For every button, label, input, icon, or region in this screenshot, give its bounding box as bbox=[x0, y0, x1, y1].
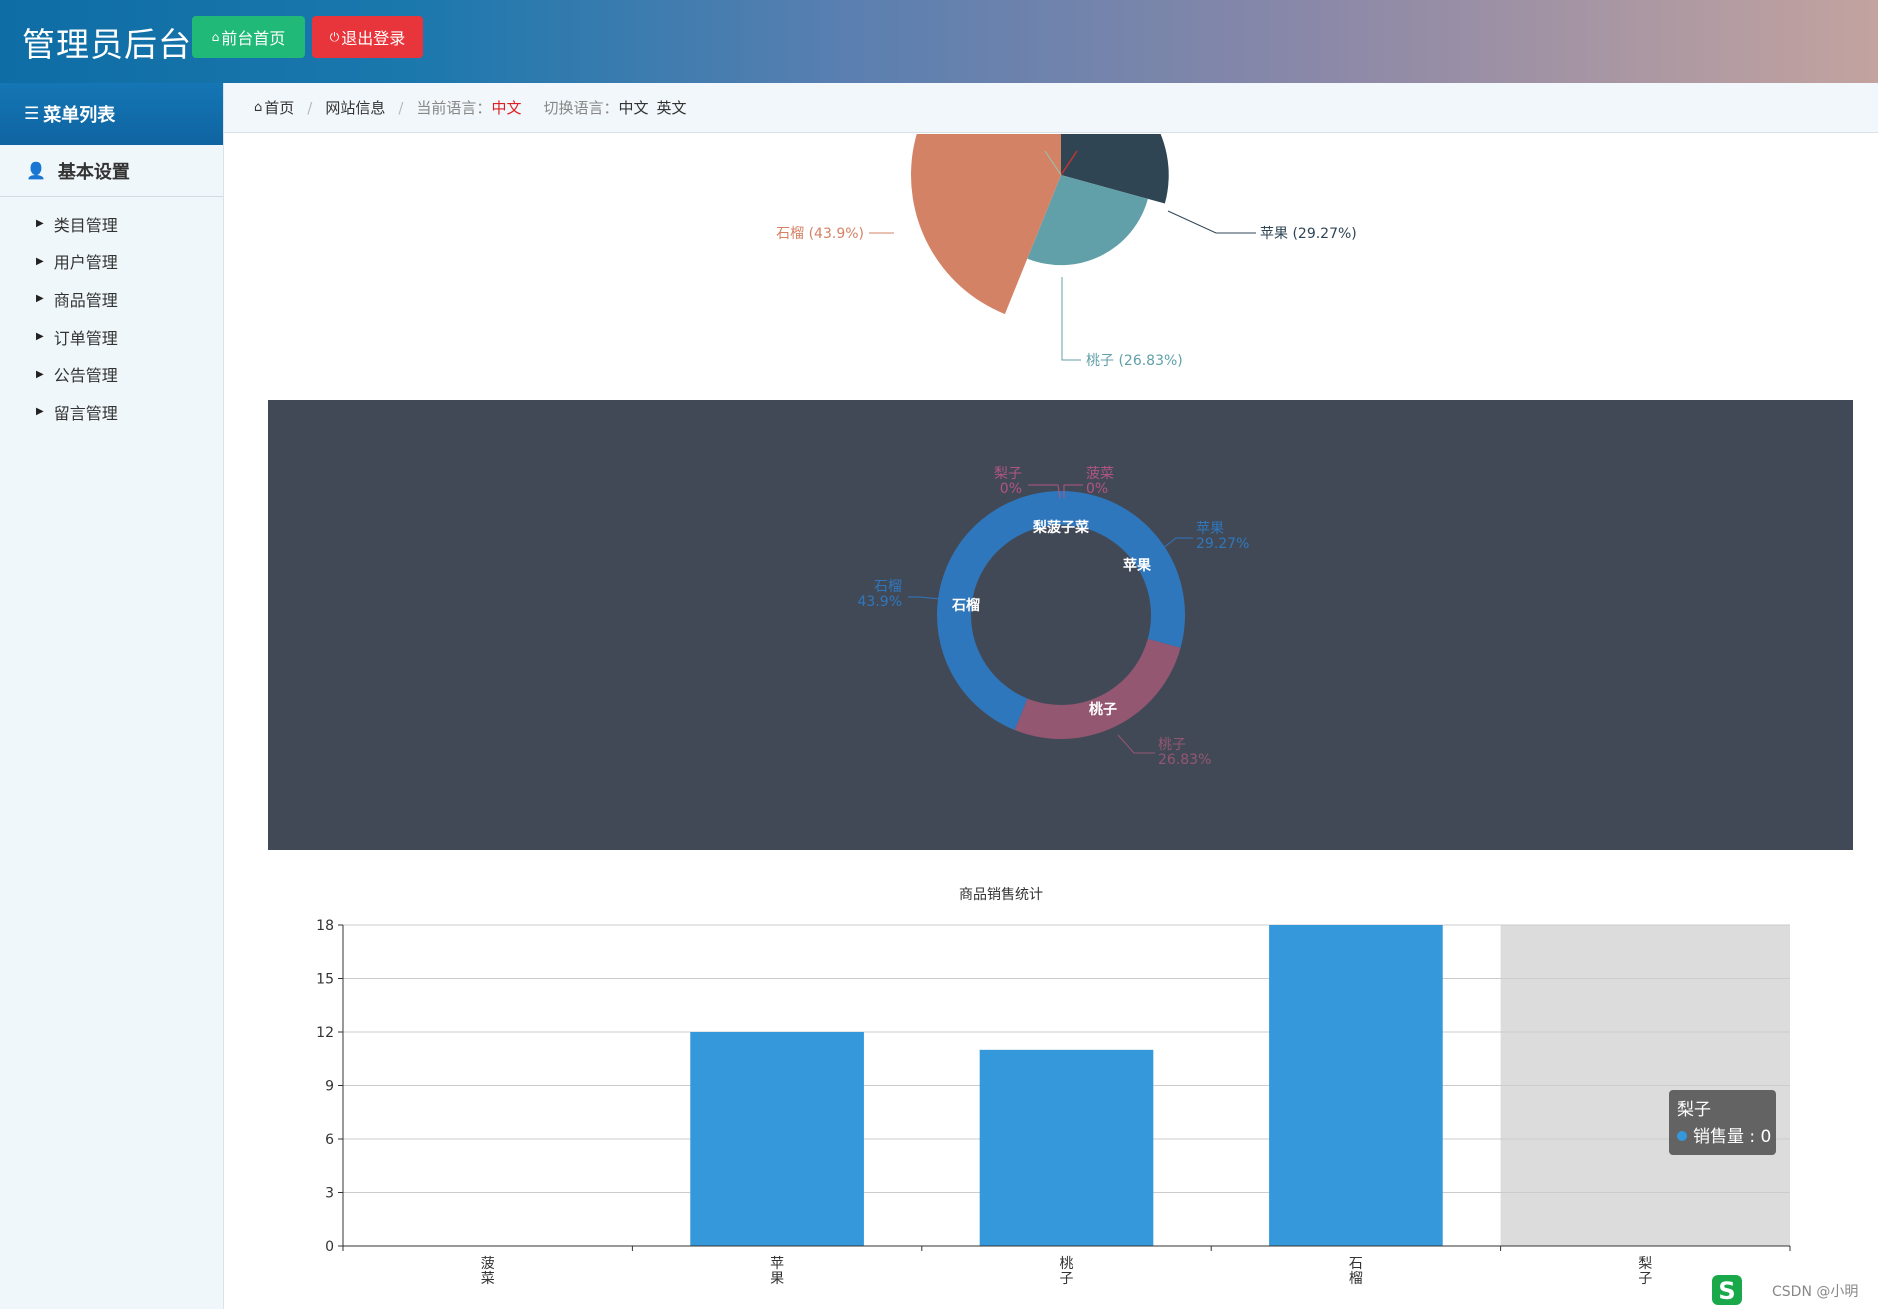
menu-list-header: ☰ 菜单列表 bbox=[0, 83, 223, 145]
leader-line bbox=[1028, 484, 1061, 499]
caret-right-icon: ▶ bbox=[36, 218, 44, 230]
pie-slice-石榴[interactable] bbox=[911, 134, 1061, 315]
breadcrumb-current: 网站信息 bbox=[325, 99, 386, 117]
donut-outer-label-苹果: 苹果 29.27% bbox=[1196, 521, 1249, 552]
pie-slice-苹果[interactable] bbox=[1061, 134, 1169, 204]
caret-right-icon: ▶ bbox=[36, 331, 44, 343]
y-tick-label: 18 bbox=[316, 918, 334, 934]
leader-line bbox=[908, 596, 941, 600]
pie-label-石榴: 石榴 (43.9%) bbox=[776, 226, 864, 242]
rose-pie-chart: 石榴 (43.9%) 苹果 (29.27%) 桃子 (26.83%) bbox=[776, 134, 1357, 369]
tooltip-value: 销售量 : 0 bbox=[1693, 1127, 1771, 1147]
sidebar-item-category[interactable]: ▶ 类目管理 bbox=[0, 205, 223, 243]
current-language-value: 中文 bbox=[491, 99, 522, 117]
power-icon: ⏻ bbox=[329, 29, 340, 44]
chart-title: 商品销售统计 bbox=[959, 887, 1043, 903]
breadcrumb-home[interactable]: 首页 bbox=[264, 99, 295, 117]
sidebar-item-orders[interactable]: ▶ 订单管理 bbox=[0, 318, 223, 356]
pie-slice-菠菜 bbox=[1044, 150, 1062, 176]
user-icon: 👤 bbox=[26, 161, 46, 180]
breadcrumb-separator: / bbox=[307, 98, 313, 117]
y-tick-label: 15 bbox=[316, 972, 334, 988]
x-tick-label: 梨子 bbox=[1638, 1256, 1652, 1287]
tooltip-series-dot bbox=[1677, 1131, 1687, 1141]
tooltip-title: 梨子 bbox=[1677, 1100, 1711, 1120]
y-tick-label: 6 bbox=[325, 1132, 334, 1148]
donut-inner-label: 梨菠子菜 bbox=[1032, 519, 1090, 536]
donut-chart-panel: 苹果桃子 石榴 梨菠子菜 梨子 0% 菠菜 0% 苹果 29.27% 桃子 26.83% 石榴 43.… bbox=[268, 400, 1853, 850]
donut-inner-label: 苹果 bbox=[1123, 557, 1152, 574]
menu-list-title: 菜单列表 bbox=[43, 105, 116, 126]
sidebar: ☰ 菜单列表 👤 基本设置 ▶ 类目管理 ▶ 用户管理 ▶ 商品管理 ▶ 订单管… bbox=[0, 83, 224, 1309]
current-language-label: 当前语言： bbox=[416, 99, 492, 117]
donut-outer-label-石榴: 石榴 43.9% bbox=[858, 579, 902, 610]
bar-石榴[interactable] bbox=[1269, 925, 1443, 1246]
pie-slice-梨子 bbox=[1060, 150, 1078, 176]
x-tick-label: 菠菜 bbox=[481, 1256, 495, 1287]
bar-桃子[interactable] bbox=[979, 1049, 1154, 1246]
donut-outer-label-梨子: 梨子 0% bbox=[994, 466, 1022, 497]
caret-right-icon: ▶ bbox=[36, 255, 44, 267]
switch-language-label: 切换语言： bbox=[543, 99, 619, 117]
sidebar-item-label: 公告管理 bbox=[53, 366, 118, 386]
switch-language-en[interactable]: 英文 bbox=[656, 99, 687, 117]
sidebar-item-messages[interactable]: ▶ 留言管理 bbox=[0, 393, 223, 431]
bar-苹果[interactable] bbox=[690, 1032, 864, 1246]
caret-right-icon: ▶ bbox=[36, 368, 44, 380]
breadcrumb: ⌂ 首页 / 网站信息 / 当前语言： 中文 切换语言： 中文 英文 bbox=[224, 83, 1878, 133]
watermark-logo: S CSDN @小明 bbox=[1712, 1275, 1858, 1305]
front-home-label: 前台首页 bbox=[221, 29, 286, 48]
top-header: 管理员后台 ⌂ 前台首页 ⏻ 退出登录 bbox=[0, 0, 1878, 83]
sidebar-item-label: 类目管理 bbox=[53, 215, 118, 235]
switch-language-zh[interactable]: 中文 bbox=[618, 99, 649, 117]
sidebar-item-users[interactable]: ▶ 用户管理 bbox=[0, 243, 223, 281]
chart-tooltip: 梨子 销售量 : 0 bbox=[1669, 1090, 1776, 1155]
logout-button[interactable]: ⏻ 退出登录 bbox=[312, 16, 423, 58]
leader-line bbox=[1063, 484, 1083, 498]
caret-right-icon: ▶ bbox=[36, 406, 44, 418]
sidebar-item-label: 商品管理 bbox=[53, 290, 118, 310]
y-tick-label: 0 bbox=[325, 1239, 334, 1255]
sidebar-item-label: 用户管理 bbox=[53, 253, 118, 273]
watermark-text: CSDN @小明 bbox=[1772, 1284, 1858, 1300]
list-icon: ☰ bbox=[24, 104, 40, 124]
section-basic-settings[interactable]: 👤 基本设置 bbox=[0, 145, 223, 197]
logout-label: 退出登录 bbox=[341, 29, 406, 48]
x-tick-label: 桃子 bbox=[1060, 1256, 1074, 1287]
leader-line bbox=[1117, 734, 1155, 754]
y-tick-label: 9 bbox=[325, 1079, 334, 1095]
y-tick-label: 3 bbox=[325, 1186, 334, 1202]
breadcrumb-separator: / bbox=[398, 98, 404, 117]
home-icon: ⌂ bbox=[211, 30, 220, 44]
donut-outer-label-桃子: 桃子 26.83% bbox=[1158, 737, 1211, 768]
pie-label-桃子: 桃子 (26.83%) bbox=[1086, 353, 1183, 369]
donut-slice-苹果[interactable] bbox=[1061, 491, 1185, 648]
sidebar-item-label: 留言管理 bbox=[53, 403, 118, 423]
x-tick-label: 苹果 bbox=[770, 1256, 784, 1287]
app-title: 管理员后台 bbox=[22, 25, 192, 64]
donut-outer-label-菠菜: 菠菜 0% bbox=[1086, 466, 1114, 497]
sidebar-item-products[interactable]: ▶ 商品管理 bbox=[0, 280, 223, 318]
front-home-button[interactable]: ⌂ 前台首页 bbox=[192, 16, 305, 58]
donut-slice-石榴[interactable] bbox=[936, 491, 1061, 731]
caret-right-icon: ▶ bbox=[36, 293, 44, 305]
donut-slice-桃子[interactable] bbox=[1014, 638, 1181, 739]
pie-slice-桃子[interactable] bbox=[1027, 175, 1148, 266]
donut-inner-label: 石榴 bbox=[951, 597, 980, 614]
y-tick-label: 12 bbox=[316, 1025, 334, 1041]
section-title: 基本设置 bbox=[57, 161, 130, 183]
home-icon: ⌂ bbox=[254, 100, 263, 115]
sidebar-item-label: 订单管理 bbox=[53, 328, 118, 348]
sidebar-item-notices[interactable]: ▶ 公告管理 bbox=[0, 355, 223, 393]
svg-text:S: S bbox=[1718, 1277, 1735, 1305]
menu-list: ▶ 类目管理 ▶ 用户管理 ▶ 商品管理 ▶ 订单管理 ▶ 公告管理 ▶ 留言管… bbox=[0, 197, 223, 431]
bar-chart: 商品销售统计 0 3 6 9 12 15 18 菠菜 苹果 桃子 石榴 梨子 梨子 销售量 : 0 bbox=[316, 887, 1791, 1287]
leader-line bbox=[1167, 210, 1256, 234]
x-tick-label: 石榴 bbox=[1349, 1256, 1363, 1287]
leader-line bbox=[1157, 537, 1193, 553]
pie-label-苹果: 苹果 (29.27%) bbox=[1260, 226, 1357, 242]
leader-line bbox=[1061, 277, 1081, 361]
donut-inner-label: 桃子 bbox=[1089, 701, 1117, 718]
